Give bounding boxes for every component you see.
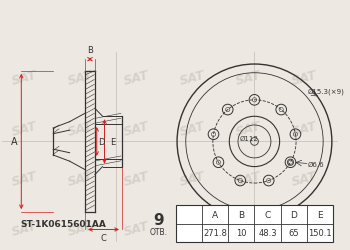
- Text: A: A: [212, 210, 218, 219]
- Text: SAT: SAT: [66, 169, 95, 188]
- Text: SAT: SAT: [290, 219, 319, 238]
- Text: A: A: [11, 137, 18, 147]
- Text: SAT: SAT: [178, 169, 207, 188]
- Text: SAT: SAT: [234, 119, 263, 138]
- Text: SAT: SAT: [234, 219, 263, 238]
- Text: SAT: SAT: [66, 119, 95, 138]
- Text: SAT: SAT: [122, 169, 150, 188]
- Text: Ø6.6: Ø6.6: [308, 161, 324, 167]
- Text: E: E: [317, 210, 323, 219]
- Text: 150.1: 150.1: [308, 228, 331, 237]
- Text: SAT: SAT: [234, 169, 263, 188]
- Text: Ø112: Ø112: [239, 135, 258, 141]
- Text: 65: 65: [288, 228, 299, 237]
- Text: SAT: SAT: [10, 169, 38, 188]
- Text: B: B: [238, 210, 244, 219]
- Text: ST-1K0615601AA: ST-1K0615601AA: [20, 219, 106, 228]
- Text: SAT: SAT: [122, 69, 150, 88]
- Text: C: C: [264, 210, 271, 219]
- Text: SAT: SAT: [178, 119, 207, 138]
- Text: SAT: SAT: [10, 219, 38, 238]
- Text: SAT: SAT: [178, 219, 207, 238]
- Text: B: B: [87, 46, 93, 55]
- Text: SAT: SAT: [178, 69, 207, 88]
- Text: Ø15.3(×9): Ø15.3(×9): [308, 88, 344, 95]
- Text: SAT: SAT: [290, 69, 319, 88]
- Text: E: E: [110, 138, 116, 146]
- Bar: [176, 206, 333, 242]
- Text: SAT: SAT: [234, 69, 263, 88]
- Text: SAT: SAT: [10, 69, 38, 88]
- Text: 9: 9: [153, 212, 164, 227]
- Text: ОТВ.: ОТВ.: [150, 227, 168, 236]
- Text: D: D: [290, 210, 297, 219]
- Text: SAT: SAT: [66, 219, 95, 238]
- Text: SAT: SAT: [290, 169, 319, 188]
- Text: SAT: SAT: [66, 69, 95, 88]
- Text: 10: 10: [236, 228, 247, 237]
- Text: SAT: SAT: [290, 119, 319, 138]
- Text: D: D: [98, 138, 104, 146]
- Text: SAT: SAT: [122, 219, 150, 238]
- Text: 48.3: 48.3: [258, 228, 277, 237]
- Text: SAT: SAT: [122, 119, 150, 138]
- Text: 271.8: 271.8: [203, 228, 227, 237]
- Text: C: C: [100, 234, 106, 242]
- Text: SAT: SAT: [10, 119, 38, 138]
